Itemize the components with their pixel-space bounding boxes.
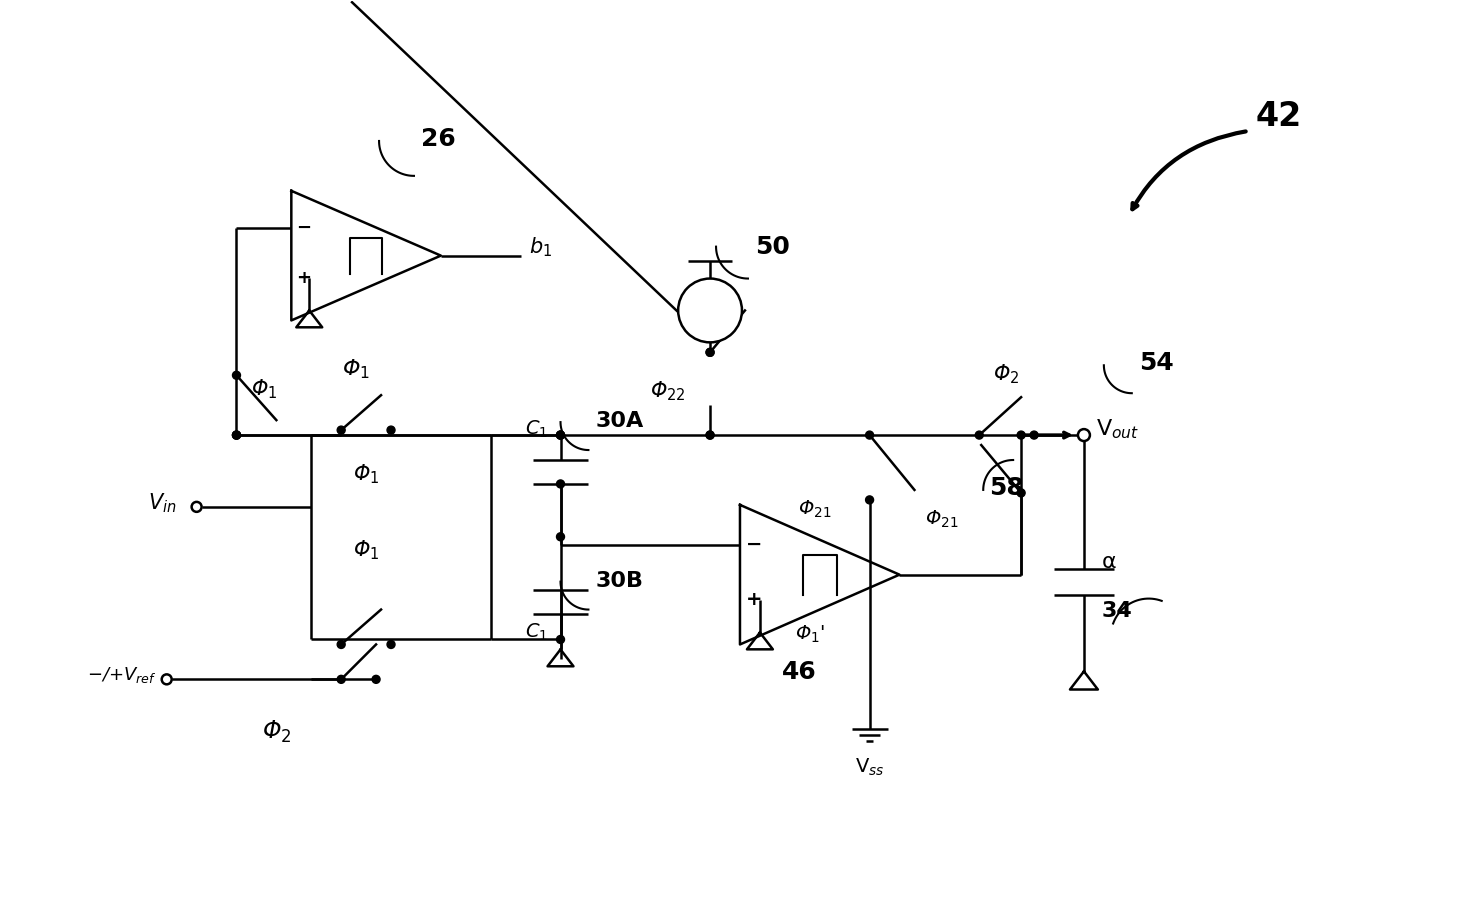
Text: Φ$_2$: Φ$_2$	[261, 719, 292, 746]
Circle shape	[556, 533, 565, 541]
Text: Φ$_2$: Φ$_2$	[994, 362, 1020, 386]
Circle shape	[556, 480, 565, 488]
Circle shape	[706, 348, 713, 357]
Text: Φ$_1$: Φ$_1$	[353, 462, 379, 485]
Text: Φ$_{22}$: Φ$_{22}$	[651, 379, 686, 403]
Text: +: +	[746, 590, 762, 609]
Circle shape	[232, 432, 241, 439]
Circle shape	[865, 432, 874, 439]
Circle shape	[865, 496, 874, 504]
Text: 50: 50	[754, 235, 789, 259]
Circle shape	[387, 640, 395, 649]
Circle shape	[706, 432, 713, 439]
Circle shape	[556, 432, 565, 439]
Circle shape	[706, 348, 713, 357]
Text: 30B: 30B	[595, 571, 643, 590]
Text: C$_1$: C$_1$	[525, 622, 549, 643]
Text: Φ$_1$: Φ$_1$	[341, 358, 371, 381]
Text: 54: 54	[1139, 351, 1173, 375]
Circle shape	[232, 432, 241, 439]
Circle shape	[337, 675, 346, 684]
Circle shape	[678, 278, 743, 343]
Text: Φ$_{21}$: Φ$_{21}$	[925, 509, 959, 530]
Text: 58: 58	[989, 476, 1024, 500]
Text: 26: 26	[422, 127, 455, 151]
Text: 34: 34	[1102, 601, 1132, 621]
Text: −: −	[746, 535, 762, 554]
Text: 30A: 30A	[595, 411, 643, 432]
Text: −/+V$_{ref}$: −/+V$_{ref}$	[88, 665, 156, 686]
Circle shape	[1030, 432, 1037, 439]
Text: α: α	[1102, 552, 1116, 572]
Circle shape	[337, 640, 346, 649]
Text: V$_{out}$: V$_{out}$	[1096, 418, 1139, 441]
Circle shape	[232, 432, 241, 439]
Text: 46: 46	[782, 661, 817, 685]
Circle shape	[556, 636, 565, 643]
Text: b$_1$: b$_1$	[528, 236, 552, 260]
Text: Φ$_1$': Φ$_1$'	[795, 624, 826, 645]
Text: V$_{ss}$: V$_{ss}$	[855, 757, 884, 778]
Text: V$_{in}$: V$_{in}$	[147, 491, 177, 515]
Text: C$_1$: C$_1$	[525, 419, 549, 440]
Circle shape	[706, 432, 713, 439]
Text: 42: 42	[1255, 100, 1301, 132]
Circle shape	[1017, 432, 1026, 439]
Circle shape	[387, 426, 395, 434]
Text: Φ$_1$: Φ$_1$	[251, 377, 279, 401]
Circle shape	[372, 675, 379, 684]
Circle shape	[1017, 489, 1026, 497]
Text: Φ$_{21}$: Φ$_{21}$	[798, 499, 832, 520]
Circle shape	[191, 502, 201, 512]
Text: Φ$_1$: Φ$_1$	[353, 539, 379, 563]
Circle shape	[1078, 429, 1090, 441]
Circle shape	[556, 432, 565, 439]
Circle shape	[337, 426, 346, 434]
Circle shape	[162, 675, 172, 685]
Circle shape	[232, 371, 241, 379]
Text: −: −	[296, 219, 311, 237]
Circle shape	[556, 432, 565, 439]
Circle shape	[975, 432, 983, 439]
Text: +: +	[296, 269, 311, 286]
